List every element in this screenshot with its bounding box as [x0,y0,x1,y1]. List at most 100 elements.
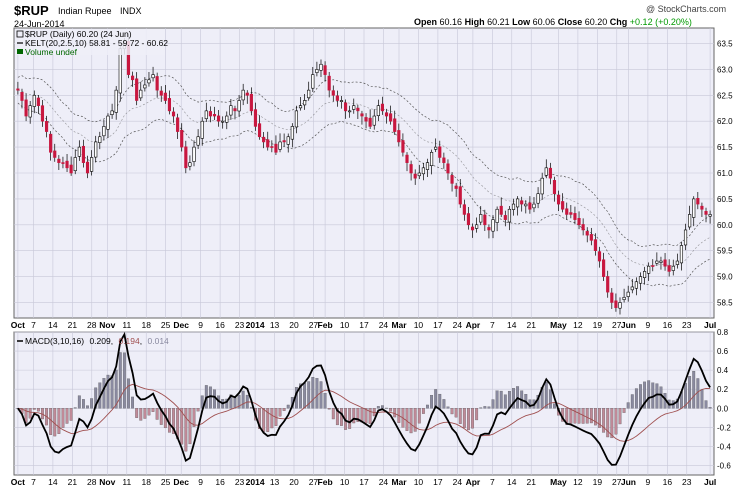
macd-hist-bar [606,408,610,438]
candle-body [176,117,180,132]
candle-body [458,186,462,205]
macd-hist-bar [684,383,687,409]
macd-hist-bar [65,408,69,424]
candle-body [331,90,335,96]
macd-hist-bar [704,400,708,409]
legend-price: $RUP (Daily) 60.20 (24 Jun) [25,29,132,39]
candle-body [380,103,385,112]
candle-body [585,231,589,236]
candle-body [466,213,471,226]
candle-body [339,100,344,102]
macd-hist-bar [225,398,229,409]
candle-body [253,109,258,127]
x-tick-label: 11 [122,477,131,487]
macd-hist-bar [28,408,32,419]
x-tick-label: Nov [99,320,115,330]
macd-hist-bar [53,408,57,437]
macd-hist-bar [229,394,233,409]
x-tick-label: 25 [161,320,171,330]
candle-body [237,100,241,112]
macd-hist-bar [278,408,282,417]
candle-body [561,201,565,210]
candle-body [131,75,135,81]
candle-body [171,111,176,117]
candle-body [270,146,274,148]
x-tick-label: 12 [573,320,583,330]
macd-hist-bar [57,408,61,434]
x-tick-label: 14 [48,477,58,487]
candle-body [589,234,593,241]
candle-body [671,265,675,271]
macd-hist-bar [36,408,40,412]
macd-hist-bar [573,408,577,424]
x-tick-label: Jul [704,320,716,330]
candle-body [475,224,479,229]
instrument-name: Indian Rupee [58,6,112,16]
candle-body [364,117,368,122]
candle-body [614,300,618,308]
price-y-axis: 58.5 59.0 59.5 60.0 60.5 61.0 61.5 62.0 62.5 63.0… [717,40,733,308]
macd-grid [14,331,714,475]
candle-body [245,92,249,96]
macd-hist-bar [135,408,139,418]
x-tick-label: 21 [68,320,78,330]
x-tick-label: 10 [414,320,424,330]
candle-body [147,79,151,84]
candle-body [618,302,622,309]
macd-hist-bar [311,377,315,409]
macd-hist-bar [241,390,245,409]
macd-hist-bar [409,408,413,434]
macd-hist-bar [700,389,704,409]
candle-body [184,146,188,169]
x-tick-label: 2014 [246,477,265,487]
macd-hist-bar [462,408,466,428]
candle-body [376,105,380,117]
macd-hist-bar [442,399,446,409]
candle-body [65,160,69,169]
candle-body [196,136,200,146]
candle-body [499,205,503,215]
price-y-tick: 63.0 [717,65,733,74]
x-tick-label: 27 [612,320,622,330]
candle-body [442,157,446,163]
price-y-tick: 58.5 [717,298,733,307]
candle-body [20,92,24,101]
candle-body [32,95,36,107]
macd-hist-bar [430,395,434,409]
macd-lines [17,331,711,466]
candle-body [28,105,32,118]
macd-hist-bar [262,408,266,432]
x-tick-label: 7 [31,320,36,330]
chart-date: 24-Jun-2014 [14,19,65,29]
x-tick-label: Jul [704,477,716,487]
candle-body [700,205,704,210]
macd-hist-bar [692,370,696,409]
candle-body [540,177,544,195]
macd-hist-bar [155,408,159,420]
candle-body [110,110,114,115]
candle-body [434,146,438,150]
candle-body [303,100,307,106]
macd-hist-bar [77,395,81,409]
macd-hist-bar [299,383,302,409]
x-tick-label: 28 [87,477,97,487]
macd-hist-bar [102,378,106,409]
candle-body [630,286,634,291]
macd-hist-bar [495,390,499,409]
candle-body [352,105,356,110]
candle-body [647,265,651,274]
x-tick-label: 7 [31,477,36,487]
x-tick-label: May [550,477,567,487]
candle-body [208,111,212,117]
volume-legend-icon [17,49,23,54]
macd-hist-bar [618,408,622,425]
macd-hist-bar [622,408,626,413]
x-tick-label: 27 [612,477,622,487]
kelt-bands [17,75,711,287]
candle-body [503,215,507,220]
macd-hist-bar [708,407,712,409]
macd-hist-bar [553,403,556,409]
macd-hist-bar [626,402,630,409]
macd-hist-bar [503,394,507,409]
